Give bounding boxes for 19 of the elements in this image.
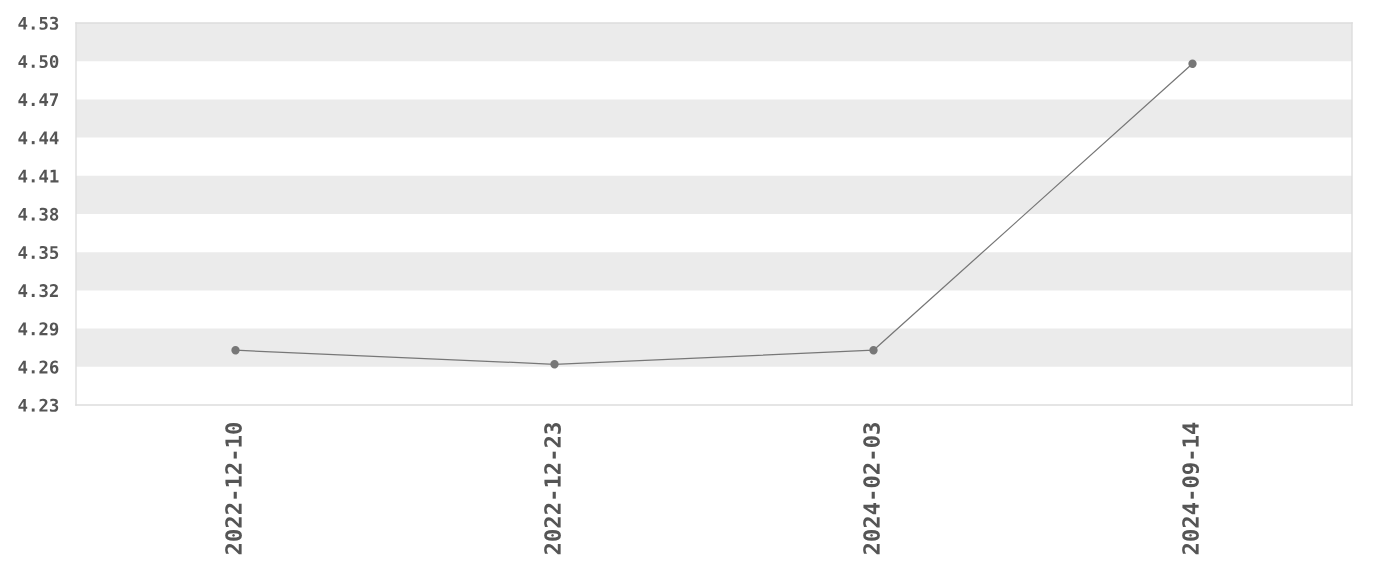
x-tick-label: 2022-12-23 bbox=[544, 423, 561, 555]
y-tick-label: 4.29 bbox=[18, 322, 59, 336]
x-tick-label: 2024-02-03 bbox=[863, 423, 880, 555]
x-tick-label: 2024-09-14 bbox=[1182, 422, 1200, 555]
y-tick-label: 4.47 bbox=[18, 93, 59, 106]
y-tick-label: 4.23 bbox=[18, 398, 59, 412]
x-tick-label: 2022-12-10 bbox=[225, 423, 242, 555]
y-tick-label: 4.50 bbox=[18, 54, 59, 69]
point bbox=[869, 346, 878, 355]
y-tick-label: 4.35 bbox=[18, 245, 59, 260]
y-tick-label: 4.53 bbox=[18, 16, 59, 30]
y-tick-label: 4.44 bbox=[18, 131, 59, 145]
y-tick-label: 4.26 bbox=[18, 360, 59, 374]
point bbox=[1188, 59, 1197, 68]
y-tick-label: 4.38 bbox=[18, 207, 59, 221]
y-tick-label: 4.32 bbox=[18, 284, 58, 298]
point bbox=[231, 346, 240, 355]
y-tick-label: 4.41 bbox=[18, 169, 59, 183]
point bbox=[550, 360, 559, 369]
